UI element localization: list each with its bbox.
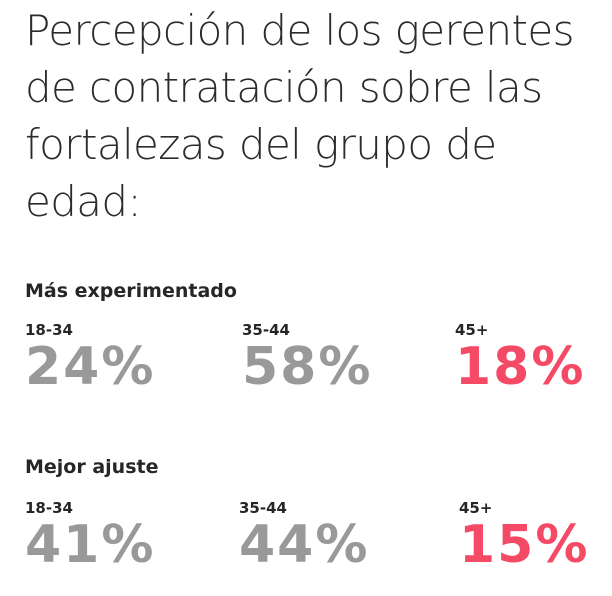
chart-title: Percepción de los gerentes de contrataci… bbox=[25, 6, 575, 226]
stat-label: 45+ bbox=[459, 499, 493, 517]
group-mejor-ajuste: Mejor ajuste 18-34 41% 35-44 44% 45+ 15% bbox=[25, 456, 595, 591]
stat-label: 45+ bbox=[455, 321, 489, 339]
stat-value: 44% bbox=[239, 515, 370, 575]
group-title: Más experimentado bbox=[25, 280, 237, 302]
stat-value: 15% bbox=[459, 515, 590, 575]
stat-label: 35-44 bbox=[239, 499, 287, 517]
group-mas-experimentado: Más experimentado 18-34 24% 35-44 58% 45… bbox=[25, 280, 595, 400]
stat-label: 18-34 bbox=[25, 321, 73, 339]
stat-value: 41% bbox=[25, 515, 156, 575]
stat-value: 58% bbox=[242, 337, 373, 397]
group-title: Mejor ajuste bbox=[25, 456, 159, 478]
stat-label: 18-34 bbox=[25, 499, 73, 517]
stat-value: 18% bbox=[455, 337, 586, 397]
stat-label: 35-44 bbox=[242, 321, 290, 339]
stat-value: 24% bbox=[25, 337, 156, 397]
